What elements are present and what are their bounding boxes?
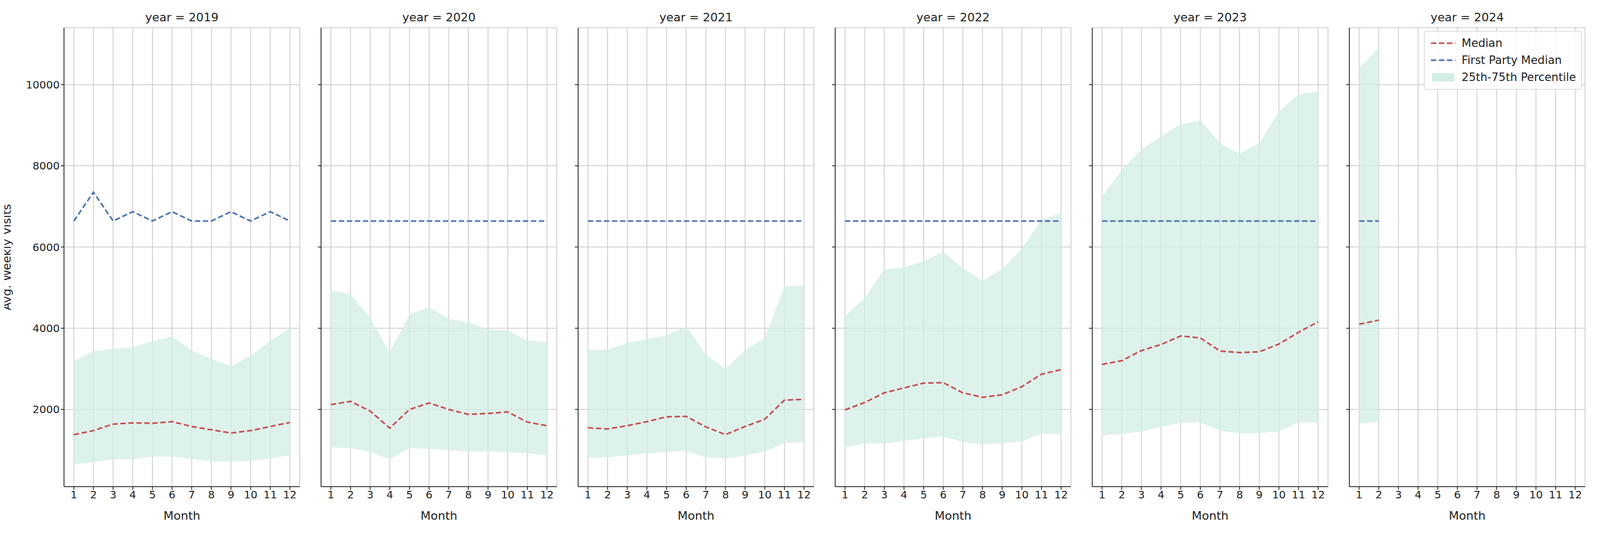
svg-text:10000: 10000 — [25, 78, 60, 92]
svg-text:2: 2 — [1118, 488, 1126, 502]
svg-text:5: 5 — [1177, 488, 1184, 502]
svg-text:8: 8 — [208, 488, 215, 502]
html-text:Median: Median — [1461, 36, 1503, 50]
svg-text:4: 4 — [900, 488, 908, 502]
svg-text:3: 3 — [1395, 488, 1403, 502]
svg-text:6: 6 — [1196, 488, 1204, 502]
svg-text:11: 11 — [1034, 488, 1048, 502]
svg-text:10: 10 — [1014, 488, 1029, 502]
svg-text:5: 5 — [662, 488, 670, 502]
svg-text:8: 8 — [1493, 488, 1501, 502]
svg-text:3: 3 — [366, 488, 374, 502]
svg-text:10: 10 — [757, 488, 772, 502]
svg-text:4: 4 — [386, 488, 394, 502]
html-text:year = 2019: year = 2019 — [145, 10, 219, 24]
svg-text:2000: 2000 — [32, 403, 60, 416]
svg-text:9: 9 — [1513, 488, 1520, 502]
svg-text:12: 12 — [1054, 488, 1068, 502]
svg-text:8: 8 — [979, 488, 987, 502]
svg-text:1: 1 — [841, 488, 849, 502]
svg-text:1: 1 — [584, 488, 592, 502]
svg-text:3: 3 — [624, 488, 631, 502]
svg-text:Month: Month — [163, 509, 201, 520]
svg-text:12: 12 — [1568, 488, 1582, 502]
svg-text:Avg. Weekly Visits: Avg. Weekly Visits — [4, 204, 14, 311]
svg-text:4: 4 — [129, 488, 137, 502]
svg-text:5: 5 — [1434, 488, 1442, 502]
svg-text:4: 4 — [643, 488, 651, 502]
svg-text:10: 10 — [243, 488, 258, 502]
svg-text:10: 10 — [1529, 488, 1543, 502]
svg-text:Month: Month — [1192, 509, 1229, 520]
svg-text:2: 2 — [90, 488, 98, 502]
svg-text:2: 2 — [604, 488, 612, 502]
svg-text:4000: 4000 — [32, 322, 60, 335]
svg-text:12: 12 — [1311, 488, 1325, 502]
svg-text:11: 11 — [520, 488, 534, 502]
svg-text:6: 6 — [168, 488, 176, 502]
html-text:year = 2023: year = 2023 — [1173, 10, 1247, 24]
svg-text:10: 10 — [500, 488, 515, 502]
svg-text:9: 9 — [998, 488, 1006, 502]
svg-text:5: 5 — [920, 488, 927, 502]
svg-text:2: 2 — [347, 488, 355, 502]
svg-text:9: 9 — [484, 488, 492, 502]
svg-text:12: 12 — [283, 488, 297, 502]
svg-text:Month: Month — [934, 509, 972, 520]
svg-text:4: 4 — [1157, 488, 1165, 502]
svg-text:6: 6 — [1453, 488, 1461, 502]
svg-text:7: 7 — [959, 488, 967, 502]
svg-text:1: 1 — [70, 488, 78, 502]
html-text:year = 2020: year = 2020 — [402, 10, 476, 24]
svg-text:8: 8 — [1236, 488, 1244, 502]
svg-text:6: 6 — [682, 488, 690, 502]
html-text:First Party Median: First Party Median — [1461, 53, 1562, 67]
svg-text:7: 7 — [702, 488, 710, 502]
svg-text:1: 1 — [327, 488, 335, 502]
svg-text:8: 8 — [465, 488, 472, 502]
svg-text:3: 3 — [1138, 488, 1146, 502]
svg-text:6000: 6000 — [32, 241, 60, 254]
svg-text:1: 1 — [1355, 488, 1363, 502]
svg-text:7: 7 — [1216, 488, 1224, 502]
svg-text:2: 2 — [861, 488, 869, 502]
svg-text:2: 2 — [1375, 488, 1383, 502]
svg-text:9: 9 — [1256, 488, 1263, 502]
html-text:year = 2024: year = 2024 — [1430, 10, 1504, 24]
svg-text:1: 1 — [1098, 488, 1106, 502]
svg-text:7: 7 — [445, 488, 453, 502]
svg-text:9: 9 — [741, 488, 749, 502]
svg-text:11: 11 — [1291, 488, 1306, 502]
svg-text:12: 12 — [797, 488, 811, 502]
html-text:year = 2021: year = 2021 — [659, 10, 733, 24]
svg-text:11: 11 — [263, 488, 277, 502]
svg-text:Month: Month — [1449, 509, 1486, 520]
svg-text:Month: Month — [677, 509, 715, 520]
svg-text:5: 5 — [405, 488, 413, 502]
svg-text:5: 5 — [148, 488, 156, 502]
html-text:year = 2022: year = 2022 — [916, 10, 990, 24]
svg-text:8000: 8000 — [32, 159, 60, 173]
svg-text:6: 6 — [939, 488, 947, 502]
svg-text:3: 3 — [109, 488, 117, 502]
svg-text:3: 3 — [881, 488, 888, 502]
svg-text:10: 10 — [1272, 488, 1286, 502]
html-text:25th-75th Percentile: 25th-75th Percentile — [1461, 70, 1576, 84]
svg-text:7: 7 — [188, 488, 196, 502]
svg-text:12: 12 — [540, 488, 554, 502]
svg-text:8: 8 — [722, 488, 730, 502]
svg-text:4: 4 — [1414, 488, 1422, 502]
svg-text:9: 9 — [227, 488, 235, 502]
svg-text:7: 7 — [1473, 488, 1481, 502]
svg-text:Month: Month — [420, 509, 458, 520]
svg-text:6: 6 — [425, 488, 433, 502]
svg-text:11: 11 — [1548, 488, 1563, 502]
svg-text:11: 11 — [777, 488, 791, 502]
